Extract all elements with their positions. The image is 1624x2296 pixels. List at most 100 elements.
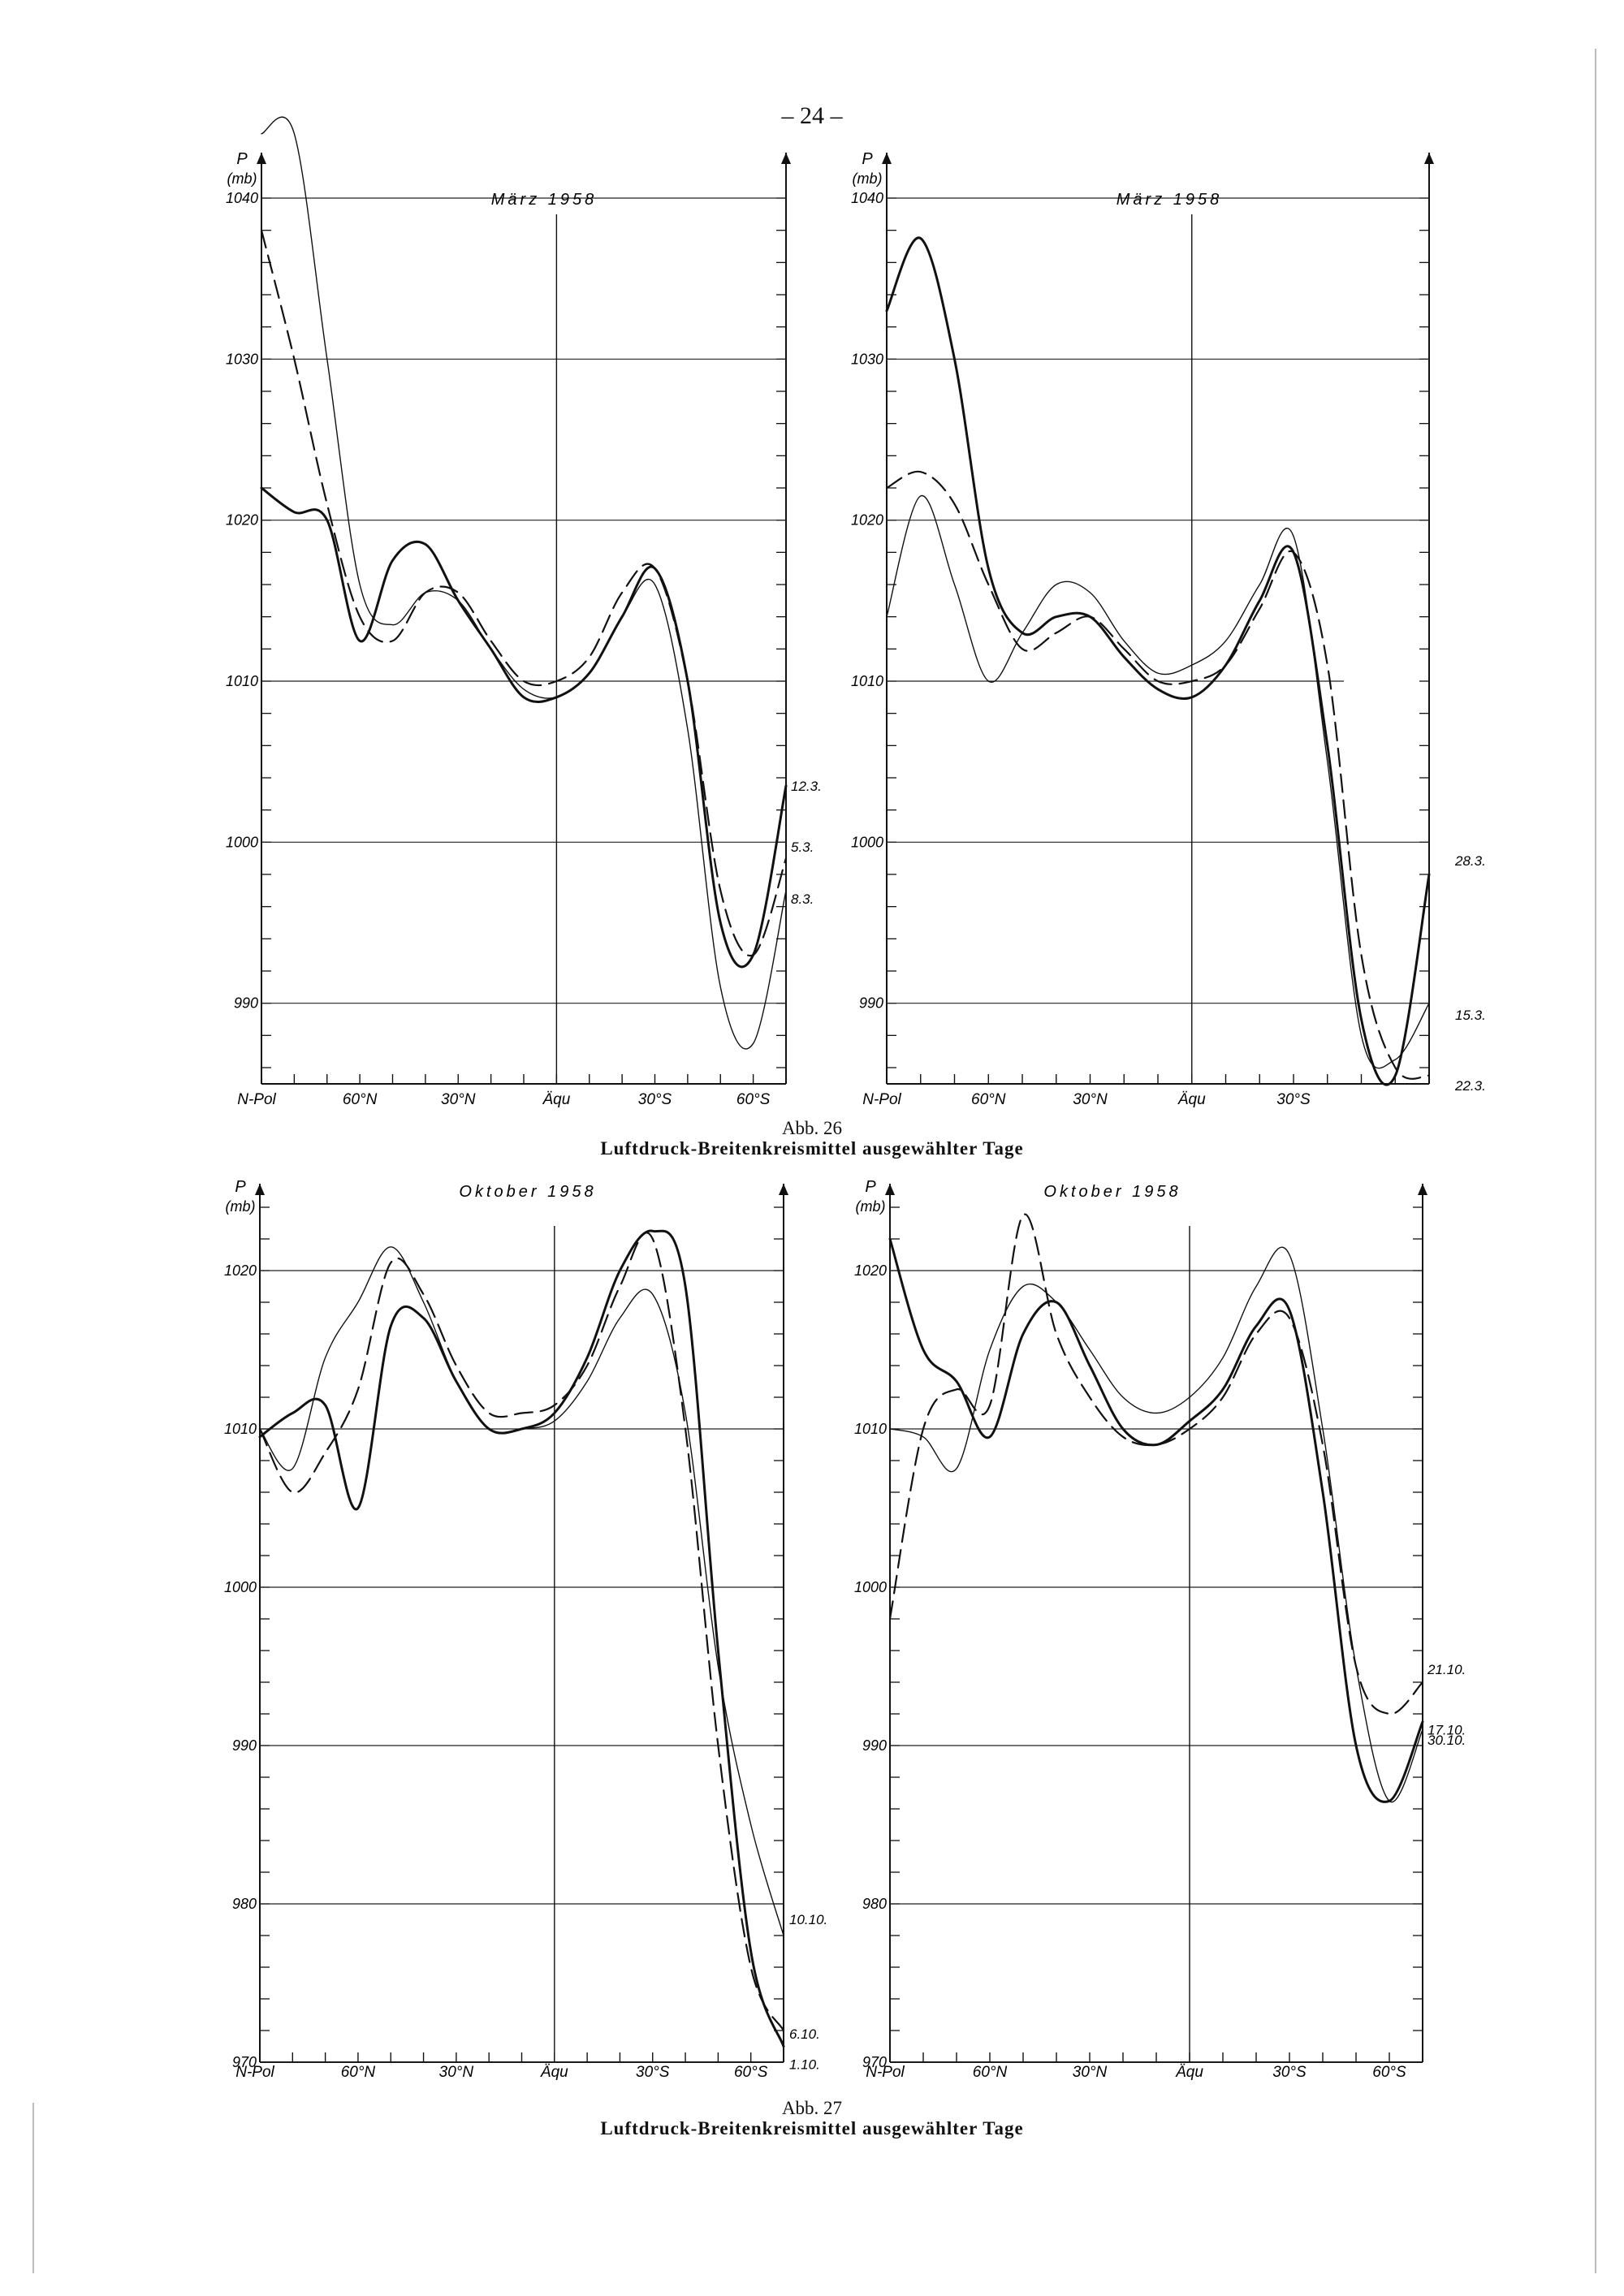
page-number: – 24 –: [781, 102, 843, 129]
y-tick-label: 1030: [226, 351, 258, 367]
x-tick-label: Äqu: [1175, 2064, 1203, 2081]
x-tick-label: 60°N: [973, 2064, 1008, 2081]
x-tick-label: N-Pol: [235, 2064, 274, 2081]
series-line: [260, 229, 788, 957]
y-tick-label: 1040: [226, 190, 258, 206]
series-label: 28.3.: [1454, 853, 1486, 869]
y-axis-arrow-icon: [257, 153, 266, 164]
figure-number: Abb. 26: [781, 1118, 843, 1138]
y-tick-label: 980: [862, 1896, 887, 1912]
x-tick-label: 30°S: [1272, 2064, 1307, 2081]
series-line: [258, 1232, 785, 2032]
y-tick-label: 1000: [854, 1579, 887, 1595]
figure-caption-abb-26: Abb. 26 Luftdruck-Breitenkreismittel aus…: [0, 1118, 1624, 1159]
y-axis-arrow-icon: [1418, 1184, 1427, 1195]
series-label: 21.10.: [1427, 1662, 1466, 1677]
y-tick-label: 1000: [851, 834, 883, 850]
y-tick-label: 1040: [851, 190, 883, 206]
series-label: 1.10.: [789, 2057, 820, 2073]
y-axis-arrow-icon: [779, 1184, 788, 1195]
y-tick-label: 1010: [224, 1421, 257, 1437]
x-tick-label: Äqu: [1177, 1091, 1206, 1108]
x-tick-label: Äqu: [540, 2064, 568, 2081]
y-tick-label: 1000: [226, 834, 258, 850]
y-tick-label: 990: [862, 1737, 887, 1754]
y-axis-arrow-icon: [781, 153, 791, 164]
y-tick-label: 990: [234, 995, 258, 1012]
y-axis-label: P: [862, 150, 873, 168]
x-tick-label: 30°S: [636, 2064, 670, 2081]
y-axis-unit: (mb): [856, 1198, 886, 1215]
y-tick-label: 1020: [851, 512, 883, 529]
chart-title: März 1958: [491, 191, 598, 209]
y-tick-label: 970: [862, 2054, 887, 2070]
series-line: [888, 1237, 1424, 1803]
series-label: 17.10.: [1427, 1723, 1466, 1738]
y-axis-label: P: [235, 1178, 246, 1196]
series-line: [888, 1213, 1424, 1716]
series-line: [260, 486, 788, 969]
page-edge-line: [1595, 49, 1596, 2273]
series-line: [885, 470, 1431, 1080]
y-tick-label: 1020: [226, 512, 258, 529]
x-tick-label: 60°S: [734, 2064, 768, 2081]
x-tick-label: 30°N: [441, 1091, 476, 1108]
chart-title: März 1958: [1116, 191, 1223, 209]
y-axis-arrow-icon: [255, 1184, 265, 1195]
series-label: 12.3.: [791, 779, 822, 794]
series-line: [258, 1229, 785, 2048]
series-label: 22.3.: [1454, 1078, 1486, 1094]
y-axis-arrow-icon: [882, 153, 892, 164]
y-axis-label: P: [236, 150, 248, 168]
chart-maerz-1958-right: 990 1000 1010 1020 1030 1040 P (mb) N-Pol 60°N 30°…: [851, 150, 1486, 1108]
x-tick-label: 30°S: [638, 1091, 672, 1108]
x-tick-label: 60°N: [343, 1091, 378, 1108]
chart-oktober-1958-right: 970 980 990 1000 1010 1020 P (mb) N-Pol 60°N 30°N Ä…: [854, 1178, 1466, 2081]
series-line: [261, 116, 787, 1050]
x-tick-label: 60°N: [971, 1091, 1006, 1108]
y-tick-label: 1010: [854, 1421, 887, 1437]
y-tick-label: 1030: [851, 351, 883, 367]
x-tick-label: 60°S: [1372, 2064, 1406, 2081]
chart-maerz-1958-left: 990 1000 1010 1020 1030 1040 P (mb) N-Pol 60°N 30°…: [226, 116, 822, 1108]
chart-title: Oktober 1958: [1043, 1183, 1181, 1201]
y-tick-label: 1010: [226, 673, 258, 689]
x-tick-label: Äqu: [542, 1091, 570, 1108]
y-tick-label: 990: [859, 995, 883, 1012]
y-axis-arrow-icon: [885, 1184, 895, 1195]
y-axis-unit: (mb): [226, 1198, 256, 1215]
x-tick-label: N-Pol: [866, 2064, 905, 2081]
figure-number: Abb. 27: [781, 2098, 843, 2118]
series-label: 5.3.: [791, 839, 814, 855]
y-tick-label: 1020: [224, 1262, 257, 1279]
y-axis-arrow-icon: [1424, 153, 1434, 164]
y-tick-label: 1020: [854, 1262, 887, 1279]
figure-title: Luftdruck-Breitenkreismittel ausgewählte…: [600, 2118, 1024, 2138]
series-line: [259, 1246, 784, 1936]
series-label: 10.10.: [789, 1912, 827, 1927]
x-tick-label: 30°S: [1276, 1091, 1311, 1108]
series-line: [889, 1246, 1423, 1803]
chart-title: Oktober 1958: [459, 1183, 596, 1201]
x-tick-label: 30°N: [439, 2064, 474, 2081]
x-tick-label: N-Pol: [862, 1091, 901, 1108]
series-label: 6.10.: [789, 2026, 820, 2042]
x-tick-label: 60°S: [736, 1091, 771, 1108]
x-tick-label: N-Pol: [237, 1091, 276, 1108]
series-label: 30.10.: [1427, 1733, 1466, 1748]
series-label: 8.3.: [791, 891, 814, 907]
series-line: [885, 236, 1431, 1086]
y-tick-label: 1010: [851, 673, 883, 689]
page-edge-line: [32, 2103, 34, 2273]
y-axis-unit: (mb): [853, 170, 883, 187]
y-axis-unit: (mb): [227, 170, 257, 187]
chart-oktober-1958-left: 970 980 990 1000 1010 1020 P (mb) N-Pol 60°N 30°N Ä…: [224, 1178, 827, 2081]
series-line: [886, 495, 1430, 1069]
figure-title: Luftdruck-Breitenkreismittel ausgewählte…: [600, 1138, 1024, 1159]
y-tick-label: 990: [232, 1737, 257, 1754]
y-tick-label: 1000: [224, 1579, 257, 1595]
x-tick-label: 30°N: [1073, 2064, 1108, 2081]
series-label: 15.3.: [1455, 1008, 1486, 1023]
y-axis-label: P: [865, 1178, 876, 1196]
y-tick-label: 970: [232, 2054, 257, 2070]
